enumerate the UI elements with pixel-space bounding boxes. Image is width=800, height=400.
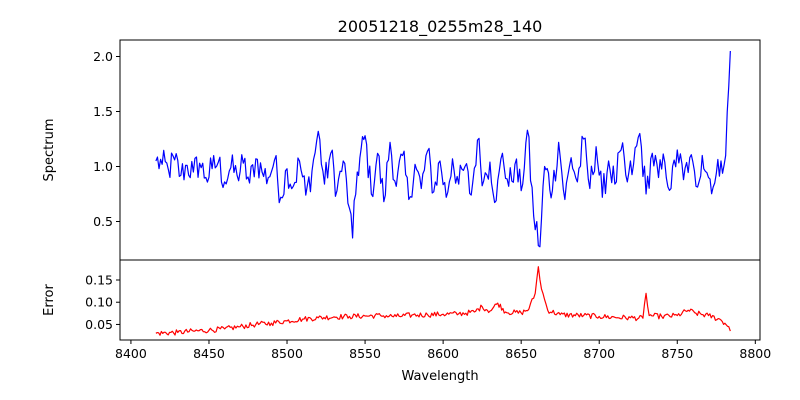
spectrum-y-tick-label: 1.5 [93,104,113,119]
error-axes-frame [119,259,761,341]
x-axis-ticks: 8400 8450 8500 8550 8600 8650 8700 8750 8800 [115,340,771,361]
spectrum-y-label: Spectrum [42,119,57,182]
x-tick-label: 8700 [583,346,615,361]
error-y-tick-label: 0.15 [85,273,113,288]
error-y-ticks: 0.05 0.10 0.15 [85,273,120,332]
x-tick-label: 8550 [349,346,381,361]
error-y-label: Error [42,284,57,316]
spectrum-y-tick-label: 1.0 [93,159,113,174]
chart-title: 20051218_0255m28_140 [338,17,543,37]
spectrum-line [155,50,731,248]
x-tick-label: 8450 [193,346,225,361]
spectrum-y-tick-label: 2.0 [93,49,113,64]
error-line [155,266,731,336]
x-tick-label: 8800 [739,346,771,361]
error-panel: 0.05 0.10 0.15 8400 8450 8500 8550 8600 8650 870… [42,259,771,384]
spectrum-y-ticks: 0.5 1.0 1.5 2.0 [93,49,120,229]
x-tick-label: 8750 [661,346,693,361]
x-tick-label: 8650 [505,346,537,361]
error-y-tick-label: 0.05 [85,317,113,332]
x-tick-label: 8600 [427,346,459,361]
x-tick-label: 8500 [271,346,303,361]
spectrum-y-tick-label: 0.5 [93,214,113,229]
x-tick-label: 8400 [115,346,147,361]
spectrum-panel: 0.5 1.0 1.5 2.0 Spectrum [42,39,761,261]
error-y-tick-label: 0.10 [85,295,113,310]
x-axis-label: Wavelength [401,369,478,384]
